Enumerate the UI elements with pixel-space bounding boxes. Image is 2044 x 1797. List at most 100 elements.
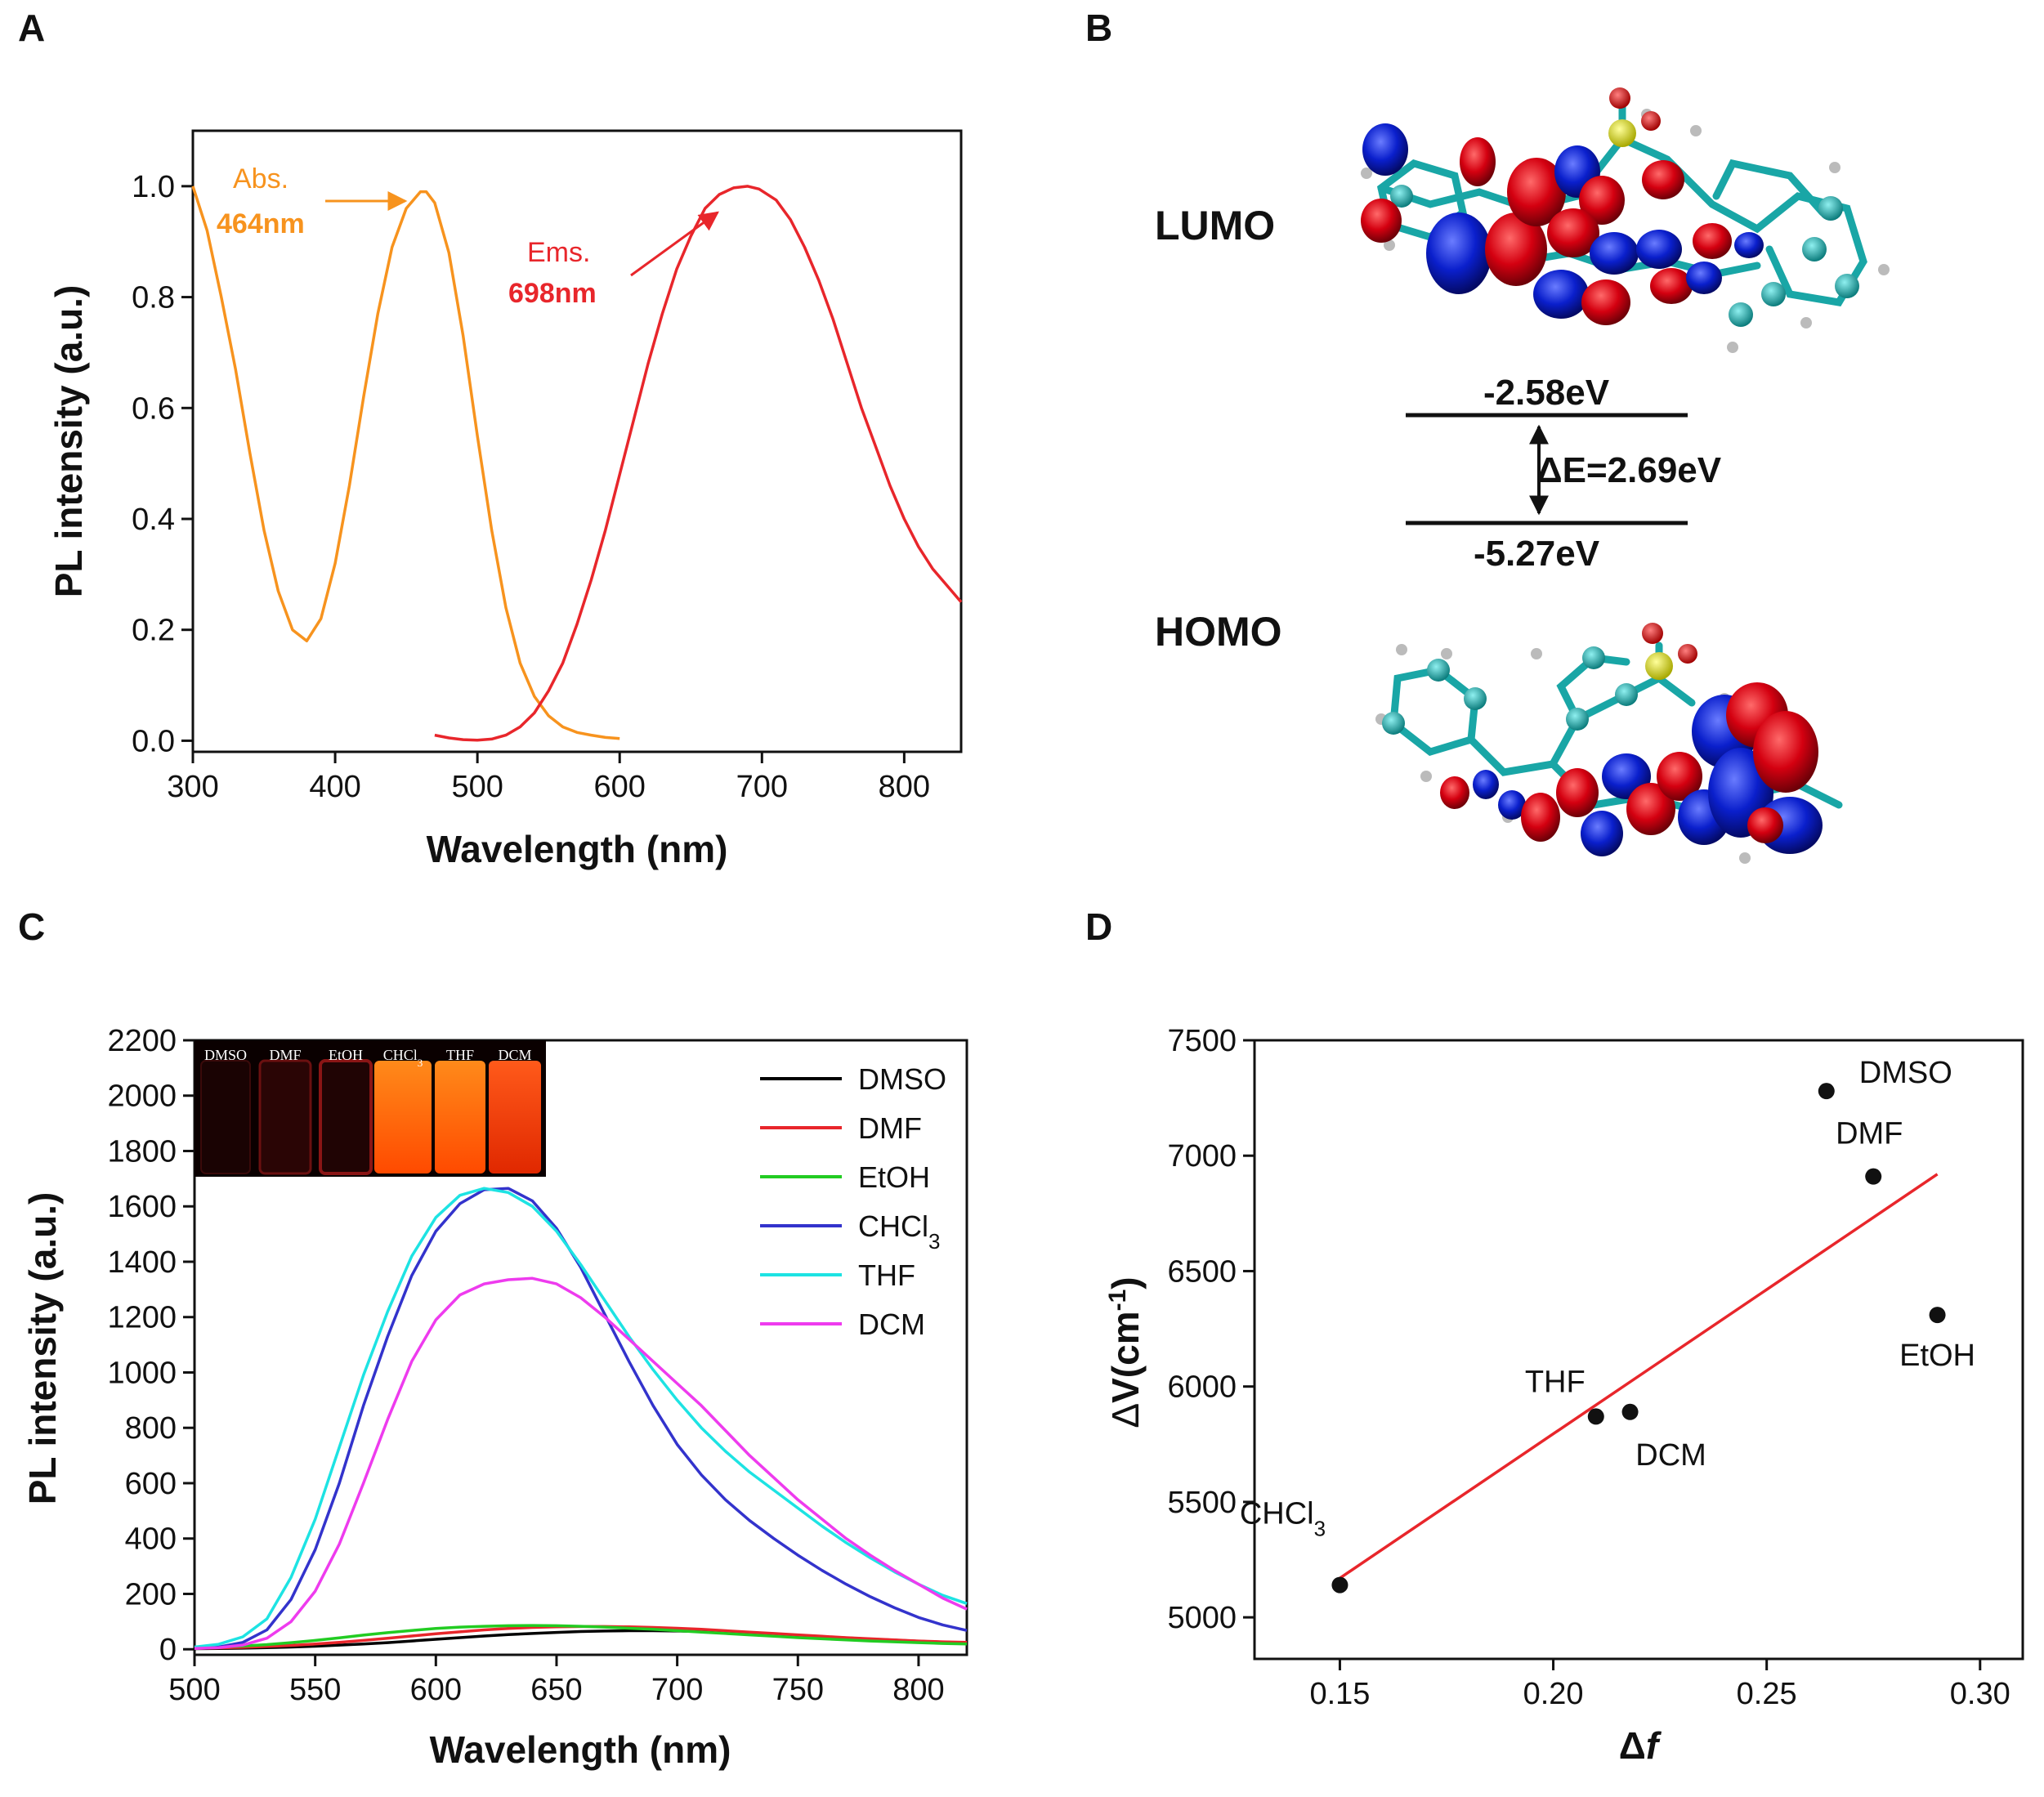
x-tick-label: 0.15: [1309, 1677, 1370, 1711]
chart-c-solvent-pl: 500 550 600 650 700 750 800 0 200 400 600 800 1000 12…: [21, 1024, 968, 1771]
y-tick-label: 0: [159, 1633, 177, 1667]
chart-a-absorption-emission: 300 400 500 600 700 800 0.0 0.2 0.4 0.6 0.8 1.0 Wav…: [47, 129, 963, 870]
lumo-orbital-image: [1361, 87, 1890, 353]
inset-label: DCM: [498, 1047, 531, 1063]
chart-c-series: [194, 1187, 968, 1651]
point-label-etoh: EtOH: [1899, 1339, 1975, 1373]
x-tick-label: 300: [167, 770, 218, 804]
legend-label-dmso: DMSO: [858, 1062, 946, 1096]
chart-a-ylabel: PL intensity (a.u.): [47, 285, 90, 598]
chart-c-legend: DMSO DMF EtOH CHCl3 THF DCM: [760, 1062, 946, 1341]
vial-dmf: [258, 1059, 312, 1175]
data-point-thf: [1587, 1408, 1604, 1425]
legend-label-etoh: EtOH: [858, 1160, 930, 1194]
panel-label-b: B: [1085, 7, 1112, 49]
y-tick-label: 2200: [107, 1024, 177, 1058]
chart-d-lippert-mataga: 0.15 0.20 0.25 0.30 5000 5500 6000 6500 7000 7500…: [1104, 1024, 2024, 1767]
chart-a-frame: [191, 129, 963, 753]
y-tick-label: 600: [125, 1467, 177, 1501]
homo-energy: -5.27eV: [1474, 534, 1600, 574]
vial-thf: [435, 1061, 485, 1173]
y-tick-label: 0.2: [132, 614, 175, 648]
panel-label-d: D: [1085, 905, 1112, 948]
y-tick-label: 400: [125, 1522, 177, 1557]
ems-arrow: [630, 211, 719, 277]
x-tick-label: 500: [168, 1673, 220, 1707]
chart-d-points: CHCl3 THF DCM DMSO DMF EtOH: [1240, 1056, 1975, 1594]
lumo-label: LUMO: [1155, 203, 1275, 248]
data-point-dcm: [1621, 1403, 1639, 1420]
chart-d-fit-line: [1339, 1173, 1939, 1580]
energy-gap: ΔE=2.69eV: [1536, 450, 1722, 490]
y-tick-label: 5500: [1167, 1486, 1237, 1520]
data-point-dmso: [1818, 1083, 1835, 1100]
legend-label-dmf: DMF: [858, 1111, 922, 1145]
chart-c-frame: [193, 1039, 968, 1656]
y-tick-label: 7500: [1167, 1024, 1237, 1058]
legend-label-thf: THF: [858, 1258, 915, 1292]
series-line-etoh: [194, 1624, 968, 1650]
legend-label-dcm: DCM: [858, 1308, 925, 1341]
y-tick-label: 200: [125, 1577, 177, 1611]
y-tick-label: 1800: [107, 1134, 177, 1169]
x-tick-label: 0.20: [1523, 1677, 1584, 1711]
chart-d-xlabel: Δf: [1619, 1724, 1662, 1767]
x-tick-label: 700: [736, 770, 788, 804]
x-tick-label: 500: [451, 770, 503, 804]
point-label-dmf: DMF: [1836, 1117, 1903, 1151]
x-tick-label: 750: [772, 1673, 824, 1707]
fit-line: [1339, 1173, 1939, 1580]
series-line-dmf: [194, 1625, 968, 1650]
chart-d-frame: [1253, 1039, 2024, 1661]
chart-d-ticks: 0.15 0.20 0.25 0.30 5000 5500 6000 6500 7000 7500: [1167, 1024, 2010, 1711]
y-tick-label: 0.0: [132, 724, 175, 758]
y-tick-label: 800: [125, 1411, 177, 1446]
series-line-dcm: [194, 1276, 968, 1650]
series-line-thf: [194, 1187, 968, 1649]
chart-c-ylabel: PL intensity (a.u.): [21, 1192, 64, 1505]
ems-label: Ems.: [527, 237, 590, 268]
lumo-energy: -2.58eV: [1483, 373, 1610, 413]
homo-label: HOMO: [1155, 609, 1282, 655]
point-label-thf: THF: [1525, 1365, 1586, 1399]
data-point-dmf: [1865, 1168, 1882, 1185]
point-label-chcl: CHCl3: [1240, 1497, 1326, 1541]
panel-label-a: A: [18, 7, 45, 49]
x-tick-label: 0.25: [1737, 1677, 1797, 1711]
y-tick-label: 6000: [1167, 1370, 1237, 1405]
panel-b-orbitals: LUMO HOMO: [1155, 87, 1890, 864]
homo-orbital-image: [1375, 623, 1843, 864]
y-tick-label: 2000: [107, 1080, 177, 1114]
abs-label: Abs.: [233, 163, 288, 194]
inset-label: EtOH: [329, 1047, 363, 1063]
y-tick-label: 0.4: [132, 503, 175, 537]
y-tick-label: 1600: [107, 1190, 177, 1224]
y-tick-label: 1000: [107, 1356, 177, 1390]
series-line-ems: [434, 185, 963, 742]
x-tick-label: 700: [651, 1673, 703, 1707]
x-tick-label: 400: [309, 770, 360, 804]
vial-etoh: [319, 1059, 373, 1175]
x-tick-label: 600: [594, 770, 646, 804]
inset-label: THF: [446, 1047, 474, 1063]
data-point-chcl: [1331, 1576, 1349, 1594]
chart-a-ticks: 300 400 500 600 700 800 0.0 0.2 0.4 0.6 0.8 1.0: [132, 170, 930, 804]
y-tick-label: 0.6: [132, 391, 175, 426]
series-line-chcl3: [194, 1187, 968, 1650]
chart-c-ticks: 500 550 600 650 700 750 800 0 200 400 600 800 1000 12…: [107, 1024, 944, 1707]
x-tick-label: 650: [530, 1673, 582, 1707]
y-tick-label: 1400: [107, 1245, 177, 1280]
abs-value: 464nm: [217, 208, 305, 239]
series-line-abs: [191, 186, 620, 740]
vial-dcm: [489, 1061, 541, 1173]
y-tick-label: 5000: [1167, 1601, 1237, 1635]
inset-label: DMSO: [204, 1047, 247, 1063]
y-tick-label: 0.8: [132, 281, 175, 315]
y-tick-label: 1.0: [132, 170, 175, 204]
vial-dmso: [200, 1060, 251, 1174]
chart-a-series: [191, 185, 963, 742]
panel-label-c: C: [18, 905, 45, 948]
x-tick-label: 0.30: [1950, 1677, 2010, 1711]
x-tick-label: 600: [410, 1673, 462, 1707]
